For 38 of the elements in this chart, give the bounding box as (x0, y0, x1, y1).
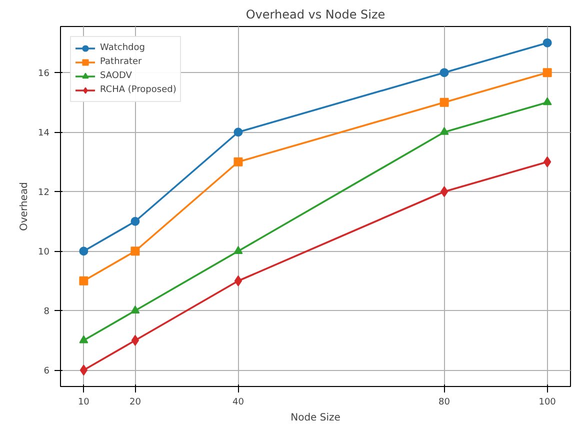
y-tick-label: 14 (38, 128, 50, 139)
y-tick-label: 6 (44, 366, 50, 377)
point (130, 306, 140, 314)
point (440, 98, 449, 107)
point (543, 156, 552, 168)
y-axis-title: Overhead (19, 182, 30, 231)
point (79, 335, 88, 344)
point (542, 68, 552, 78)
point (234, 275, 242, 286)
point (130, 246, 140, 256)
point (130, 216, 140, 226)
y-tick-label: 8 (44, 307, 50, 318)
legend-label: Pathrater (100, 56, 142, 69)
point (542, 38, 552, 48)
point (440, 186, 448, 198)
legend-label: Watchdog (100, 42, 145, 55)
x-tick-label: 10 (78, 398, 90, 408)
point (79, 276, 88, 286)
y-tick-label: 10 (38, 248, 50, 258)
x-tick-label: 80 (438, 398, 450, 408)
point (234, 157, 243, 166)
point (542, 97, 552, 106)
point (80, 364, 88, 376)
point (234, 128, 243, 137)
x-tick-label: 40 (232, 398, 244, 408)
x-tick-label: 100 (538, 398, 556, 408)
point (79, 246, 88, 256)
point (131, 334, 140, 346)
x-tick-label: 20 (129, 398, 142, 408)
legend-label: RCHA (Proposed) (100, 84, 176, 97)
y-tick-label: 16 (38, 69, 50, 80)
point (440, 68, 449, 78)
y-tick-label: 12 (38, 188, 50, 198)
x-axis-title: Node Size (290, 412, 340, 424)
point (440, 127, 449, 135)
legend-label: SAODV (100, 70, 132, 83)
point (234, 246, 243, 254)
chart-title: Overhead vs Node Size (246, 8, 386, 22)
